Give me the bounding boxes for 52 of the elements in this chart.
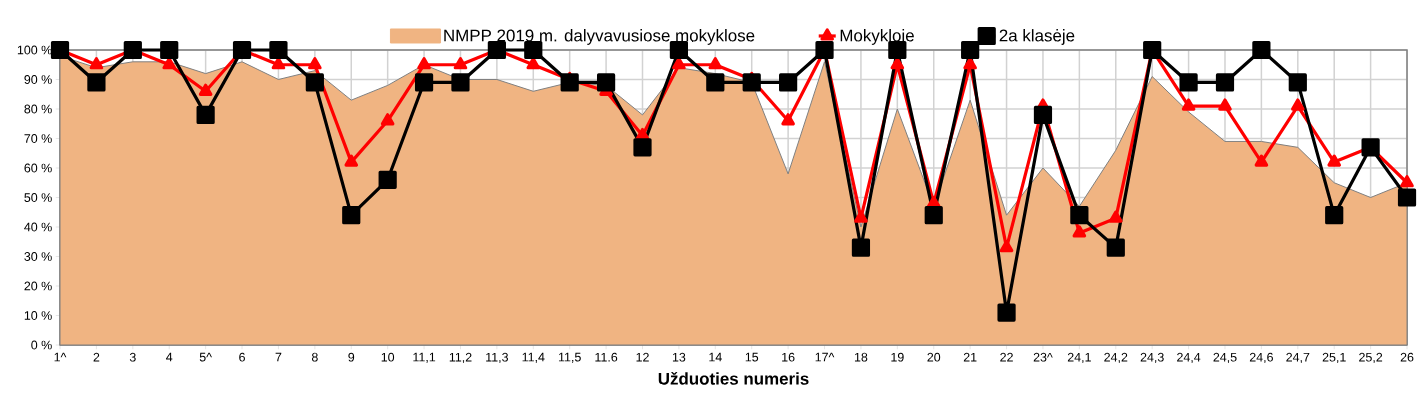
x-tick-label: 11.6 (595, 352, 618, 362)
y-tick-label: 10 % (24, 311, 52, 320)
x-tick-label: 23^ (1033, 352, 1053, 362)
x-tick-label: 15 (745, 352, 759, 362)
x-tick-label: 12 (636, 352, 649, 362)
x-tick-label: 20 (927, 352, 941, 362)
x-tick-label: 24,3 (1140, 352, 1164, 364)
legend-label: Mokykloje (840, 29, 914, 45)
x-tick-label: 5^ (199, 352, 212, 362)
x-tick-label: 17^ (815, 352, 835, 362)
y-tick-label: 30 % (24, 252, 52, 261)
x-tick-label: 11,5 (558, 352, 581, 363)
x-tick-label: 25,2 (1359, 352, 1383, 364)
x-tick-label: 26 (1400, 352, 1414, 362)
x-tick-label: 16 (782, 352, 795, 362)
x-tick-label: 24,5 (1213, 352, 1237, 364)
x-tick-label: 22 (1000, 352, 1013, 362)
x-tick-label: 24,6 (1249, 352, 1273, 364)
x-tick-label: 21 (963, 352, 977, 362)
x-tick-label: 8 (311, 352, 318, 362)
y-tick-label: 40 % (24, 222, 52, 232)
x-tick-label: 13 (672, 352, 686, 362)
x-tick-label: 7 (275, 352, 282, 362)
y-tick-label: 70 % (24, 134, 52, 143)
x-tick-label: 24,7 (1286, 352, 1310, 364)
y-tick-label: 20 % (24, 281, 52, 291)
x-axis-title: Užduoties numeris (658, 371, 809, 385)
x-tick-label: 14 (709, 352, 722, 362)
y-tick-label: 0 % (31, 340, 52, 350)
y-tick-label: 90 % (24, 75, 52, 84)
x-tick-label: 6 (239, 352, 245, 362)
x-tick-label: 24,4 (1177, 352, 1201, 364)
y-tick-label: 80 % (24, 104, 52, 114)
x-tick-label: 11,3 (486, 352, 508, 364)
x-tick-label: 2 (93, 352, 100, 362)
x-tick-label: 3 (129, 352, 136, 362)
x-tick-label: 11,2 (449, 352, 472, 364)
legend-label: 2a klasėje (999, 29, 1075, 45)
x-tick-label: 11,1 (413, 352, 436, 363)
x-tick-label: 1^ (54, 352, 67, 362)
x-tick-label: 4 (166, 352, 173, 362)
y-tick-label: 60 % (24, 163, 52, 173)
legend-label: NMPP 2019 m. dalyvavusiose mokyklose (444, 29, 755, 45)
x-tick-label: 9 (348, 352, 355, 362)
x-tick-label: 24,1 (1067, 352, 1091, 364)
x-tick-label: 18 (854, 352, 868, 362)
x-tick-label: 10 (381, 352, 395, 362)
x-tick-label: 25,1 (1322, 352, 1346, 364)
x-tick-label: 24,2 (1104, 352, 1128, 364)
x-tick-label: 19 (891, 352, 904, 362)
y-tick-label: 50 % (24, 193, 52, 202)
x-tick-label: 11,4 (522, 352, 545, 363)
